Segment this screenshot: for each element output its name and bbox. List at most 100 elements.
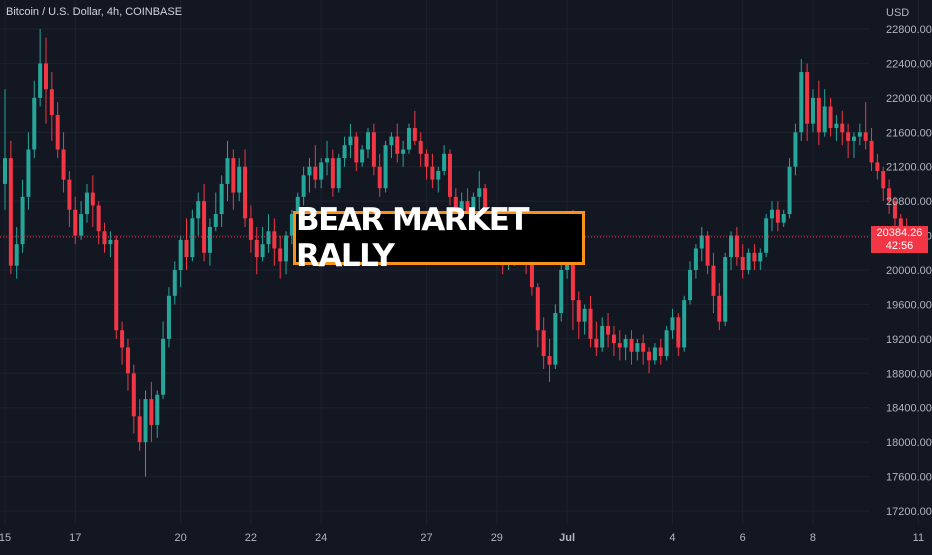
candle [272,218,277,266]
candle [3,89,7,210]
candle [14,226,19,279]
time-tick-label: 29 [491,532,503,544]
candle [729,231,734,270]
candle-body [284,235,289,262]
candle-body [20,196,25,245]
candle-body [851,136,856,141]
candle-body [623,338,628,348]
candle-body [430,166,435,180]
price-tick-label: 20800.00 [886,196,932,208]
candle-body [781,214,786,223]
candle-body [477,188,482,197]
candle-body [734,235,739,258]
candle-body [547,356,552,365]
candle [670,308,675,339]
price-axis[interactable]: 17200.00 17600.00 18000.00 18400.00 18800.00… [886,24,932,518]
candle-body [319,162,324,180]
candle [219,175,224,227]
candle-body [676,317,681,348]
candle-body [73,209,78,236]
candle-body [840,123,845,133]
candle [711,252,716,314]
candle-body [254,239,259,258]
candle-body [196,201,201,219]
candle-body [412,127,417,141]
candle-body [366,132,371,150]
bar-countdown: 42:56 [885,240,914,252]
candle-body [225,158,230,184]
candle [734,226,739,266]
candle-body [43,63,48,90]
candle-body [541,330,546,357]
candle-body [190,218,195,258]
candle [588,295,593,348]
candle [775,201,780,232]
candle-body [383,145,388,189]
candle-body [149,399,154,425]
time-tick-label: 6 [740,532,746,544]
candle [161,321,166,400]
candle-body [348,136,353,146]
candle [606,313,611,348]
candle-body [325,158,330,163]
candle-body [717,295,722,322]
candle-body [799,72,804,133]
candle-body [266,231,271,245]
candle [828,97,833,137]
time-axis[interactable]: 15172022242729Jul4681113 [0,532,932,544]
candle [629,330,634,365]
candle [793,123,798,176]
candle [623,334,628,361]
candle-body [652,347,657,361]
candle-body [682,300,687,348]
candle [781,209,786,227]
candle-body [313,166,318,180]
candle-body [758,252,763,262]
candle-body [629,338,634,352]
candle-body [641,343,646,352]
candle-body [125,347,130,374]
candle-body [453,196,458,210]
candle [178,235,183,288]
candle [424,149,429,180]
candle [342,136,347,167]
candle [436,166,441,193]
candle-body [582,308,587,322]
candle-body [699,235,704,249]
candle-body [863,132,868,141]
candle [717,282,722,331]
candle [8,140,13,275]
candle [693,244,698,279]
candle [84,183,89,223]
candle-body [447,153,452,197]
candle-body [869,140,874,163]
candle-body [237,166,242,193]
candle-body [465,201,470,215]
candle [758,248,763,270]
candle [822,89,827,137]
candle [190,209,195,262]
candle-body [483,188,488,219]
candle-body [658,347,663,357]
candle-body [600,325,605,348]
price-tick-label: 18400.00 [886,403,932,415]
candle-body [260,244,265,258]
candle [676,313,681,357]
candle [96,201,101,245]
candle [442,145,447,176]
candle-body [61,149,66,180]
price-tick-label: 22000.00 [886,93,932,105]
candle-body [887,188,892,202]
candle-body [213,214,218,227]
candle [38,29,43,107]
candle [354,132,359,172]
candle-body [248,218,253,240]
candle-body [301,175,306,197]
candle-body [846,132,851,141]
price-tick-label: 22800.00 [886,24,932,36]
candle [594,321,599,357]
candle-body [459,201,464,210]
candle-body [178,239,183,270]
candle [746,248,751,275]
